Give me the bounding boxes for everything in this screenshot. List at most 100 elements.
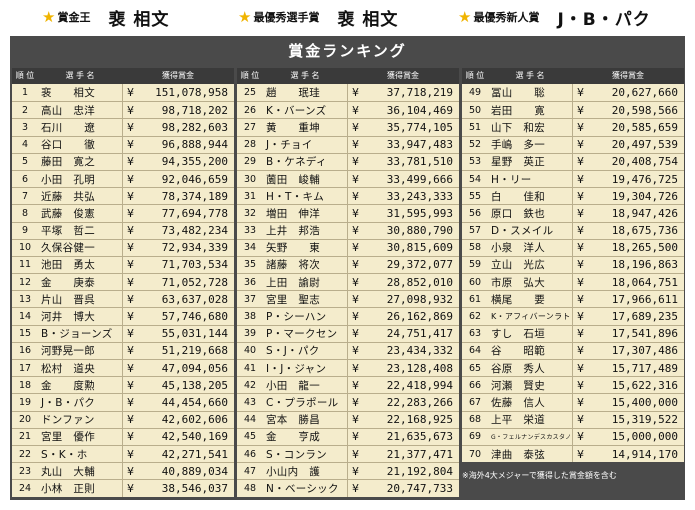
- ranking-row: 18 金 度勲 ¥45,138,205: [12, 376, 234, 394]
- player-name: 宮里 聖志: [266, 293, 320, 306]
- yen-symbol: ¥: [352, 224, 359, 238]
- yen-symbol: ¥: [577, 275, 584, 289]
- rank-number: 70: [468, 448, 482, 460]
- ranking-row: 7 近藤 共弘 ¥78,374,189: [12, 187, 234, 205]
- prize-amount: 15,400,000: [611, 395, 678, 409]
- rank-number: 16: [18, 345, 32, 357]
- prize-cell: ¥27,098,932: [347, 291, 459, 308]
- yen-symbol: ¥: [352, 413, 359, 427]
- prize-cell: ¥15,717,489: [572, 360, 684, 377]
- prize-amount: 78,374,189: [161, 189, 228, 203]
- prize-cell: ¥45,138,205: [122, 377, 234, 394]
- header-rank: 順 位: [465, 71, 485, 80]
- yen-symbol: ¥: [127, 344, 134, 358]
- player-name: P・マークセン: [266, 328, 338, 341]
- prize-cell: ¥23,128,408: [347, 360, 459, 377]
- yen-symbol: ¥: [127, 258, 134, 272]
- prize-cell: ¥71,052,728: [122, 274, 234, 291]
- player-name: 上平 栄道: [491, 414, 545, 427]
- player-name: 金 庚泰: [41, 276, 95, 289]
- yen-symbol: ¥: [127, 120, 134, 134]
- rank-number: 35: [243, 259, 257, 271]
- yen-symbol: ¥: [352, 292, 359, 306]
- prize-amount: 18,947,426: [611, 206, 678, 220]
- player-name: G・フェルナンデスカスタノ: [491, 434, 572, 442]
- yen-symbol: ¥: [577, 447, 584, 461]
- rank-number: 29: [243, 156, 257, 168]
- award-mvp: ★ 最優秀選手賞 裵 相文: [238, 4, 398, 30]
- prize-amount: 15,319,522: [611, 413, 678, 427]
- player-name: H・リー: [491, 173, 532, 186]
- prize-cell: ¥14,914,170: [572, 445, 684, 463]
- yen-symbol: ¥: [352, 430, 359, 444]
- player-name: 谷 昭範: [491, 345, 545, 358]
- yen-symbol: ¥: [352, 172, 359, 186]
- ranking-row: 46 S・コンラン ¥21,377,471: [237, 444, 459, 463]
- yen-symbol: ¥: [127, 430, 134, 444]
- rank-number: 23: [18, 465, 32, 477]
- ranking-row: 12 金 庚泰 ¥71,052,728: [12, 273, 234, 291]
- player-name: S・コンラン: [266, 448, 327, 461]
- prize-amount: 47,094,056: [161, 361, 228, 375]
- player-name: 藤田 寛之: [41, 156, 95, 169]
- prize-cell: ¥23,434,332: [347, 342, 459, 359]
- ranking-row: 54 H・リー ¥19,476,725: [462, 169, 684, 188]
- prize-amount: 15,717,489: [611, 361, 678, 375]
- ranking-row: 5 藤田 寛之 ¥94,355,200: [12, 152, 234, 170]
- ranking-row: 49 冨山 聡 ¥20,627,660: [462, 84, 684, 102]
- yen-symbol: ¥: [352, 275, 359, 289]
- yen-symbol: ¥: [127, 206, 134, 220]
- prize-cell: ¥24,751,417: [347, 325, 459, 342]
- player-name: 横尾 要: [491, 293, 545, 306]
- ranking-row: 59 立山 光広 ¥18,196,863: [462, 255, 684, 274]
- prize-cell: ¥94,355,200: [122, 153, 234, 170]
- prize-cell: ¥18,265,500: [572, 239, 684, 256]
- ranking-column-1: 順 位 選 手 名 獲得賞金 1 裵 相文 ¥151,078,958 2 高山 忠洋 ¥9…: [12, 68, 234, 497]
- player-name: 金 度勲: [41, 379, 95, 392]
- player-name: H・T・キム: [266, 190, 325, 203]
- ranking-row: 15 B・ジョーンズ ¥55,031,144: [12, 324, 234, 342]
- rank-number: 5: [21, 156, 29, 168]
- prize-cell: ¥36,104,469: [347, 102, 459, 119]
- yen-symbol: ¥: [577, 413, 584, 427]
- prize-amount: 20,627,660: [611, 86, 678, 100]
- yen-symbol: ¥: [577, 292, 584, 306]
- prize-cell: ¥51,219,668: [122, 342, 234, 359]
- yen-symbol: ¥: [352, 464, 359, 478]
- rank-number: 38: [243, 311, 257, 323]
- rank-number: 17: [18, 362, 32, 374]
- yen-symbol: ¥: [352, 86, 359, 100]
- prize-amount: 19,476,725: [611, 172, 678, 186]
- prize-amount: 19,304,726: [611, 189, 678, 203]
- ranking-rows: 1 裵 相文 ¥151,078,958 2 高山 忠洋 ¥98,718,202 3 石川 遼 ¥…: [12, 84, 234, 497]
- player-name: 小田 孔明: [41, 173, 95, 186]
- prize-cell: ¥18,675,736: [572, 222, 684, 239]
- award-winner: J・B・パク: [557, 9, 651, 30]
- yen-symbol: ¥: [352, 481, 359, 495]
- ranking-board: 賞金ランキング 順 位 選 手 名 獲得賞金 1 裵 相文 ¥151,078,958…: [10, 36, 685, 500]
- yen-symbol: ¥: [127, 327, 134, 341]
- yen-symbol: ¥: [127, 361, 134, 375]
- rank-number: 47: [243, 465, 257, 477]
- yen-symbol: ¥: [127, 275, 134, 289]
- prize-amount: 15,622,316: [611, 378, 678, 392]
- rank-number: 21: [18, 431, 32, 443]
- award-rookie: ★ 最優秀新人賞 J・B・パク: [458, 4, 651, 30]
- rank-number: 32: [243, 207, 257, 219]
- rank-number: 18: [18, 379, 32, 391]
- prize-cell: ¥42,540,169: [122, 428, 234, 445]
- ranking-row: 61 横尾 要 ¥17,966,611: [462, 290, 684, 308]
- prize-cell: ¥96,888,944: [122, 136, 234, 153]
- yen-symbol: ¥: [577, 189, 584, 203]
- rank-number: 3: [21, 121, 29, 133]
- prize-amount: 33,947,483: [386, 138, 453, 152]
- prize-amount: 33,243,333: [386, 189, 453, 203]
- player-name: 岩田 寛: [491, 104, 545, 117]
- prize-cell: ¥44,454,660: [122, 394, 234, 411]
- player-name: 佐藤 信人: [491, 396, 545, 409]
- ranking-row: 44 宮本 勝昌 ¥22,168,925: [237, 410, 459, 428]
- player-name: 諸藤 将次: [266, 259, 320, 272]
- prize-amount: 17,541,896: [611, 327, 678, 341]
- yen-symbol: ¥: [577, 327, 584, 341]
- rank-number: 64: [468, 345, 482, 357]
